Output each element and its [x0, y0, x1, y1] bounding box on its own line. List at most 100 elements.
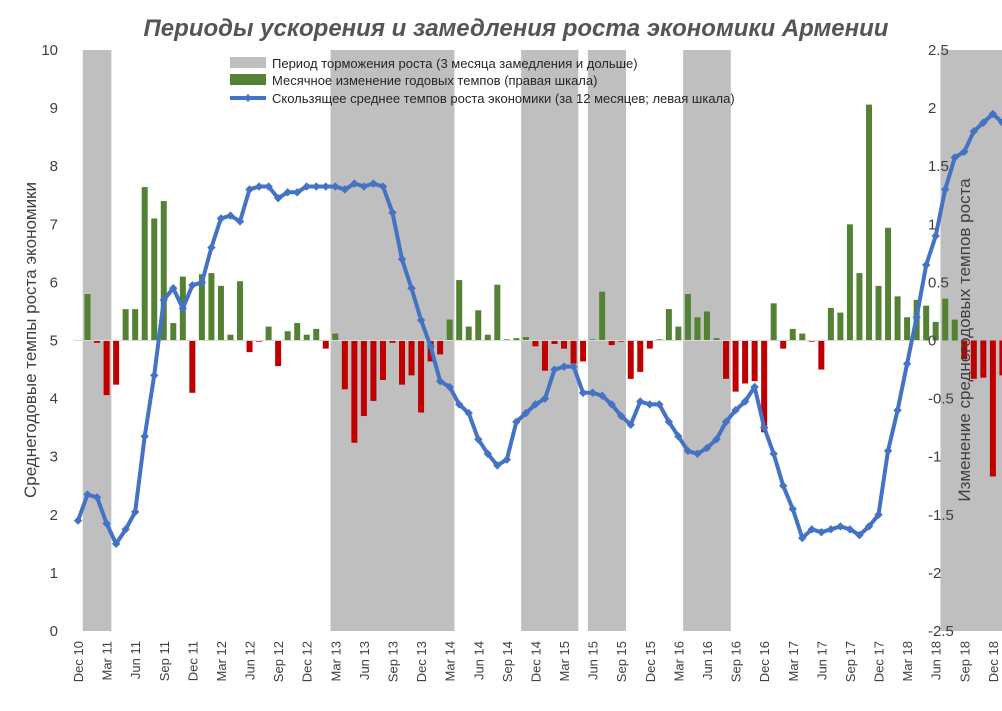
line-point-97 [998, 118, 1002, 127]
line-point-87 [902, 359, 912, 368]
bar-47 [532, 340, 539, 347]
left-tick-5: 5 [50, 333, 58, 350]
bar-52 [580, 340, 587, 362]
line-point-14 [207, 243, 216, 252]
bar-25 [322, 340, 329, 349]
left-tick-6: 6 [50, 274, 58, 291]
line-point-55 [597, 391, 607, 400]
x-tick-25: Mar 17 [786, 641, 801, 681]
monthly-change-bars [84, 104, 1002, 477]
bar-26 [332, 333, 339, 341]
bar-90 [942, 298, 949, 341]
line-point-74 [779, 481, 788, 490]
bar-3 [113, 340, 120, 385]
right-tick-8: 1.5 [928, 158, 949, 175]
x-tick-8: Dec 12 [300, 641, 315, 682]
line-point-63 [674, 432, 683, 441]
line-point-93 [960, 147, 969, 156]
line-point-32 [378, 182, 388, 191]
line-point-21 [273, 193, 283, 203]
line-point-38 [435, 376, 445, 386]
bar-79 [837, 312, 844, 341]
line-point-39 [445, 382, 454, 392]
line-point-12 [188, 281, 197, 290]
right-tick-7: 1 [928, 216, 936, 233]
bar-59 [646, 340, 653, 349]
right-tick-9: 2 [928, 100, 936, 117]
x-tick-32: Dec 18 [986, 641, 1001, 682]
bar-64 [694, 317, 701, 341]
left-tick-10: 10 [41, 42, 58, 59]
x-tick-12: Dec 13 [414, 641, 429, 682]
line-point-2 [92, 493, 102, 502]
x-tick-6: Jun 12 [243, 641, 258, 680]
line-point-81 [845, 525, 855, 534]
right-tick-6: 0.5 [928, 274, 949, 291]
bar-58 [637, 340, 644, 372]
x-tick-15: Sep 14 [500, 641, 515, 682]
x-tick-14: Jun 14 [471, 641, 486, 680]
bar-63 [684, 294, 691, 341]
right-axis-label: Изменение среднегодовых темпов роста [955, 178, 974, 502]
line-point-47 [521, 408, 531, 418]
bar-2 [103, 340, 110, 396]
bar-69 [742, 340, 749, 384]
bar-82 [865, 104, 872, 341]
line-point-94 [969, 127, 979, 136]
bar-76 [808, 340, 815, 342]
bar-32 [389, 340, 396, 343]
line-point-42 [474, 435, 483, 444]
line-point-78 [817, 528, 826, 537]
line-point-95 [979, 118, 988, 127]
bar-40 [465, 326, 472, 341]
bar-44 [503, 339, 510, 341]
bar-24 [313, 328, 320, 341]
bar-20 [275, 340, 282, 367]
line-point-57 [617, 411, 626, 421]
bar-41 [475, 310, 482, 341]
line-point-36 [416, 315, 426, 325]
line-point-33 [388, 208, 397, 217]
line-point-58 [626, 420, 635, 429]
x-tick-9: Mar 13 [328, 641, 343, 681]
left-tick-0: 0 [50, 623, 58, 640]
line-point-30 [359, 182, 369, 191]
left-tick-1: 1 [50, 565, 58, 582]
bar-38 [446, 319, 453, 341]
bar-74 [789, 328, 796, 341]
line-point-34 [397, 254, 407, 264]
line-point-96 [988, 109, 998, 119]
line-point-65 [693, 449, 702, 458]
x-tick-3: Sep 11 [157, 641, 172, 681]
bar-91 [951, 319, 958, 341]
line-point-56 [607, 400, 616, 409]
line-point-24 [302, 182, 311, 191]
line-point-44 [493, 461, 502, 470]
line-point-4 [111, 539, 121, 549]
bar-71 [761, 340, 768, 433]
line-point-51 [559, 362, 569, 371]
bar-70 [751, 340, 758, 382]
line-point-80 [836, 522, 845, 531]
line-point-61 [655, 400, 664, 409]
line-point-26 [321, 182, 330, 191]
line-point-20 [264, 182, 273, 191]
line-point-77 [807, 525, 817, 534]
bar-27 [341, 340, 348, 390]
bar-12 [198, 274, 205, 341]
legend-swatch-slowdown [230, 57, 266, 68]
bar-83 [875, 285, 882, 341]
x-tick-11: Sep 13 [385, 641, 400, 682]
line-point-76 [798, 533, 807, 543]
bar-92 [961, 340, 968, 360]
line-point-54 [588, 388, 597, 397]
bar-48 [541, 340, 548, 371]
line-point-13 [197, 278, 207, 287]
bar-19 [265, 326, 272, 341]
bar-56 [618, 340, 625, 342]
line-point-88 [912, 313, 921, 322]
bar-77 [818, 340, 825, 370]
left-tick-2: 2 [50, 507, 58, 524]
line-point-71 [750, 382, 759, 392]
